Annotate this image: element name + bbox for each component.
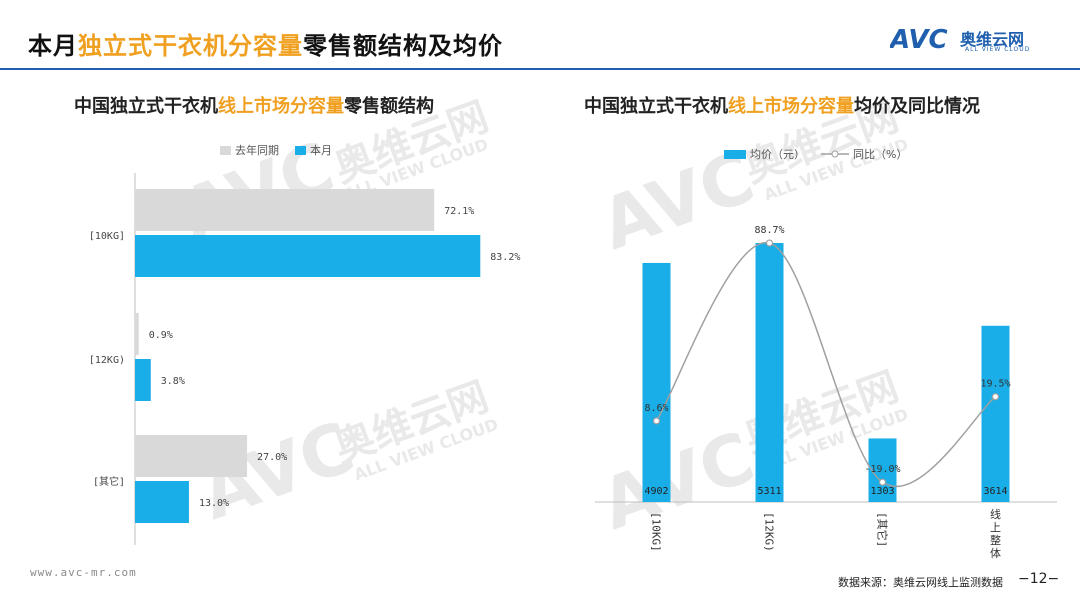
price-label-3: 3614 — [983, 486, 1007, 497]
avc-logo: AVC — [890, 25, 948, 55]
bar-this-month-2 — [135, 481, 189, 523]
price-label-2: 1303 — [870, 486, 894, 497]
yoy-line — [655, 242, 996, 488]
price-bar-3 — [981, 325, 1010, 502]
right-combo-chart: 4902 5311 1303 3614 8.6% 88.7% -19.0% 19.5% [10K… — [595, 225, 1057, 560]
bar-this-month-0 — [135, 235, 481, 277]
legend-line-marker — [821, 150, 849, 158]
legend-item-this-month: 本月 — [295, 142, 332, 158]
price-label-0: 4902 — [644, 486, 668, 497]
category-label-1: [12KG) — [89, 355, 125, 366]
x-tick-label-3-3: 体 — [990, 546, 1001, 560]
bar-label-this-month-1: 3.8% — [161, 376, 185, 387]
bar-this-month-1 — [135, 359, 151, 401]
left-bar-chart: 72.1% 83.2% [10KG] 0.9% 3.8% [12KG) 27.0% 13.0%… — [89, 173, 520, 545]
header: 本月独立式干衣机分容量零售额结构及均价 AVC 奥维云网 ALL VIEW CL… — [0, 0, 1080, 70]
yoy-label-1: 88.7% — [754, 225, 784, 236]
page-number: −12− — [1018, 571, 1060, 587]
category-label-0: [10KG] — [89, 231, 125, 242]
yoy-label-0: 8.6% — [644, 403, 668, 414]
x-tick-label-0: [10KG] — [650, 512, 663, 552]
bar-label-last-year-1: 0.9% — [149, 330, 173, 341]
bar-label-this-month-2: 13.0% — [199, 498, 229, 509]
legend-item-yoy: 同比（%） — [821, 146, 907, 162]
price-bar-2 — [868, 438, 897, 502]
footer-url: www.avc-mr.com — [30, 566, 137, 579]
bar-last-year-0 — [135, 189, 435, 231]
bar-label-this-month-0: 83.2% — [490, 252, 520, 263]
bar-label-last-year-2: 27.0% — [257, 452, 287, 463]
x-tick-label-3-1: 上 — [990, 521, 1001, 534]
x-tick-label-2: [其它] — [876, 512, 890, 547]
legend-item-last-year: 去年同期 — [220, 142, 279, 158]
logo-subtitle: ALL VIEW CLOUD — [965, 46, 1031, 53]
yoy-point-0 — [652, 417, 661, 425]
logo-text: 奥维云网 — [960, 30, 1025, 49]
right-chart-title: 中国独立式干衣机线上市场分容量均价及同比情况 — [584, 96, 980, 117]
yoy-label-3: 19.5% — [980, 379, 1010, 390]
left-chart-title: 中国独立式干衣机线上市场分容量零售额结构 — [74, 96, 434, 117]
page-title: 本月独立式干衣机分容量零售额结构及均价 — [28, 32, 503, 60]
bar-last-year-2 — [135, 435, 248, 477]
yoy-point-3 — [991, 393, 1000, 401]
bar-last-year-1 — [135, 313, 139, 355]
category-label-2: [其它] — [93, 475, 125, 488]
logo-mark: AVC — [890, 25, 948, 55]
price-bar-0 — [642, 262, 671, 502]
yoy-point-2 — [878, 478, 887, 486]
x-tick-label-1: [12KG) — [763, 512, 776, 552]
yoy-label-2: -19.0% — [864, 464, 900, 475]
bar-label-last-year-0: 72.1% — [444, 206, 474, 217]
x-tick-label-3-0: 线 — [990, 507, 1001, 521]
price-label-1: 5311 — [757, 486, 781, 497]
price-bar-1 — [755, 243, 784, 502]
left-chart-legend: 去年同期 本月 — [220, 142, 348, 158]
right-chart-legend: 均价（元） 同比（%） — [724, 146, 923, 162]
title-divider — [0, 68, 1080, 70]
yoy-point-1 — [765, 239, 774, 247]
legend-item-avg-price: 均价（元） — [724, 146, 805, 162]
footer-source: 数据来源：奥维云网线上监测数据 — [838, 576, 1003, 589]
x-tick-label-3-2: 整 — [990, 533, 1001, 547]
